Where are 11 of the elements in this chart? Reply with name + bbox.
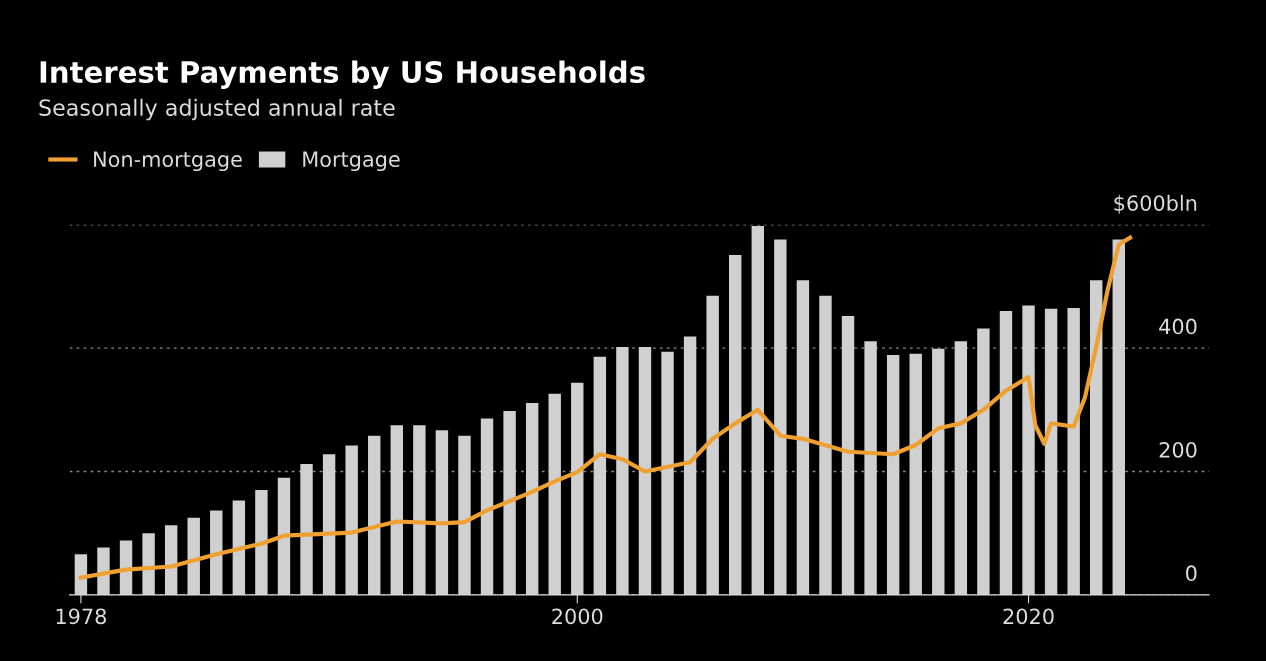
x-tick-label: 1978 bbox=[56, 608, 106, 625]
chart-title: Interest Payments by US Households bbox=[40, 60, 645, 89]
legend-label: Mortgage bbox=[303, 151, 400, 172]
y-tick-label: 400 bbox=[1159, 318, 1197, 335]
legend-label: Non-mortgage bbox=[94, 151, 242, 172]
x-tick-label: 2020 bbox=[1003, 608, 1054, 625]
y-tick-label: 0 bbox=[1186, 565, 1197, 582]
chart-subtitle: Seasonally adjusted annual rate bbox=[39, 98, 395, 121]
x-tick-label: 2000 bbox=[552, 608, 603, 625]
y-tick-label: $600bln bbox=[1114, 194, 1197, 214]
y-tick-label: 200 bbox=[1159, 441, 1197, 458]
